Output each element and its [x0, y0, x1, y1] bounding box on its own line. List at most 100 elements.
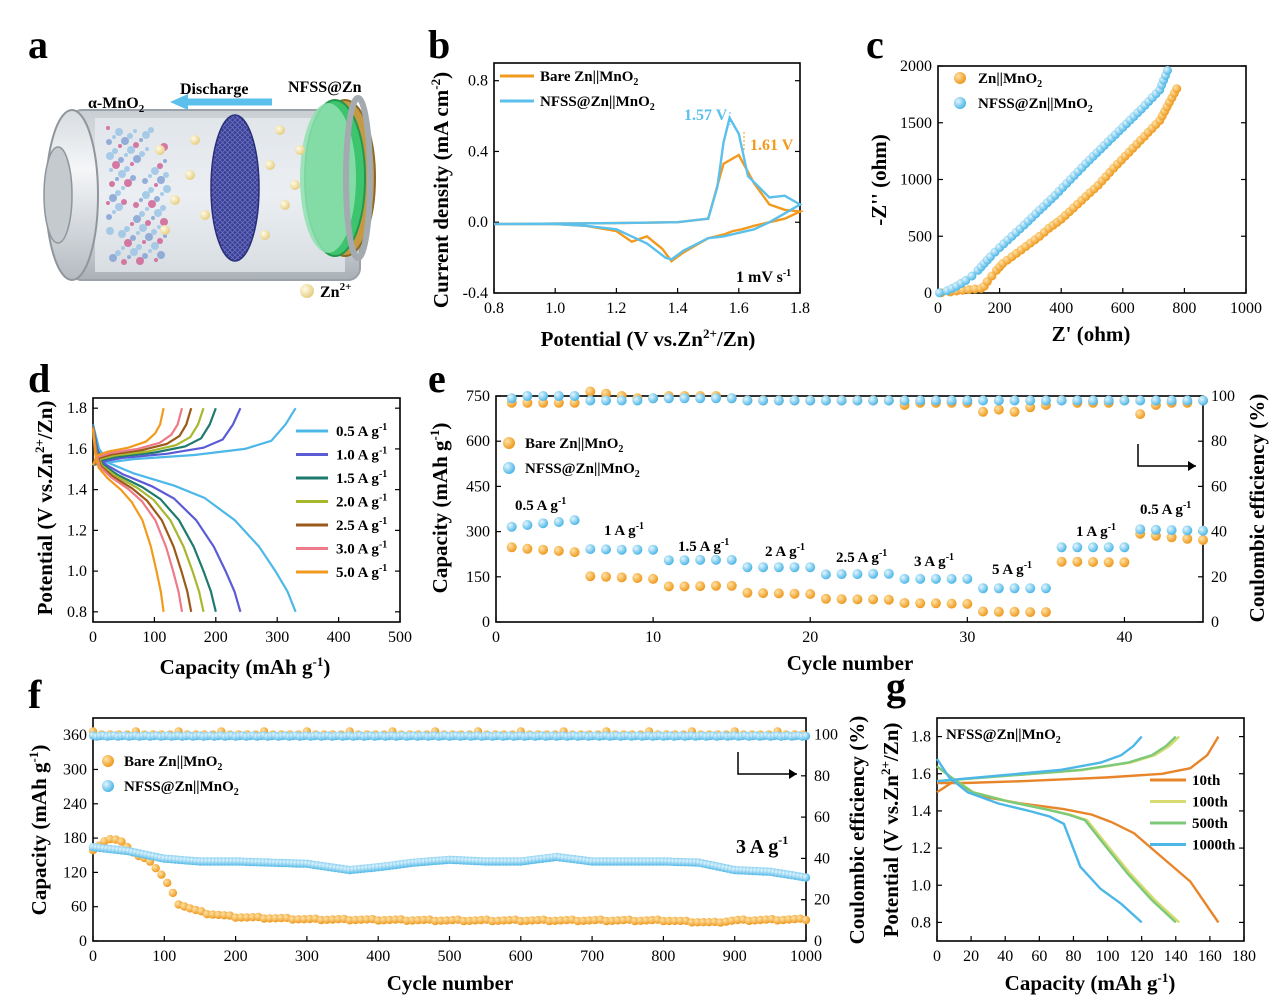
- crystal-atom: [142, 240, 146, 244]
- rate-capacity-nfss: [758, 562, 769, 573]
- panel-d-ytick-label: 1.8: [67, 400, 87, 417]
- panel-g-xtick-label: 120: [1130, 948, 1154, 965]
- rate-capacity-nfss: [553, 517, 564, 527]
- panel-e-ytick-label: 600: [466, 433, 490, 450]
- panel-f-xtick-label: 900: [723, 948, 747, 965]
- panel-a-battery-schematic: a α-MnO2 Discharge NFSS@Zn Zn2+: [28, 22, 376, 301]
- cycle-capacity-bare: [151, 864, 160, 873]
- rate-capacity-bare: [1198, 535, 1208, 545]
- crystal-atom: [163, 185, 171, 193]
- panel-b-xlabel: Potential (V vs.Zn2+/Zn): [541, 326, 756, 351]
- crystal-atom: [157, 163, 163, 169]
- crystal-atom: [145, 220, 151, 226]
- rate-ce-nfss: [1103, 395, 1114, 406]
- rate-capacity-bare: [758, 588, 769, 599]
- crystal-atom: [142, 191, 150, 199]
- nyquist-point-bare: [1172, 84, 1182, 94]
- rate-capacity-nfss: [711, 554, 721, 565]
- rate-ce-nfss: [820, 395, 831, 406]
- rate-capacity-bare: [632, 573, 643, 583]
- rate-ce-nfss: [1040, 395, 1051, 406]
- rate-capacity-nfss: [601, 544, 611, 555]
- rate-capacity-nfss: [569, 515, 580, 526]
- rate-ce-nfss: [1009, 395, 1020, 406]
- rate-ce-nfss: [711, 393, 721, 404]
- rate-capacity-bare: [946, 598, 957, 609]
- rate-capacity-nfss: [868, 568, 879, 579]
- rate-ce-nfss: [978, 395, 988, 406]
- crystal-atom: [139, 138, 143, 142]
- panel-d-frame: [92, 397, 401, 623]
- crystal-atom: [115, 203, 123, 211]
- crystal-atom: [154, 196, 160, 202]
- gcd-charge-2: [92, 407, 217, 467]
- panel-b-ytick-label: 0.4: [468, 143, 488, 160]
- rate-capacity-nfss: [632, 544, 643, 555]
- crystal-atom: [118, 144, 122, 148]
- crystal-atom: [151, 242, 159, 250]
- panel-e-frame: [495, 395, 1204, 623]
- panel-c-ytick-label: 0: [924, 285, 932, 302]
- panel-f-xtick-label: 400: [366, 948, 390, 965]
- panel-f-ytick-label: 60: [71, 899, 87, 916]
- rate-ce-nfss: [585, 395, 596, 406]
- panel-b-ytick-label: 0.0: [468, 214, 488, 231]
- cycle-capacity-bare: [117, 837, 126, 846]
- rate-capacity-bare: [852, 594, 863, 605]
- discharge-arrow-head: [170, 94, 188, 110]
- rate-capacity-bare: [648, 573, 659, 584]
- panel-e-xtick-label: 0: [492, 629, 500, 646]
- panel-f-ytick-label: 300: [63, 761, 87, 778]
- legend-marker-bare-e: [503, 437, 515, 449]
- panel-d-ytick-label: 1.0: [67, 563, 87, 580]
- rate-ce-bare: [993, 404, 1004, 415]
- panel-e-ytick-label: 150: [466, 569, 490, 586]
- rate-capacity-bare: [820, 593, 831, 604]
- crystal-atom: [133, 155, 141, 163]
- panel-e-axis-arrow: [1137, 444, 1196, 467]
- rate-capacity-bare: [1040, 607, 1051, 618]
- crystal-atom: [109, 168, 113, 172]
- crystal-atom: [109, 254, 117, 262]
- crystal-atom: [148, 187, 154, 193]
- rate-capacity-nfss: [1056, 542, 1067, 553]
- rate-capacity-bare: [695, 581, 706, 592]
- crystal-atom: [124, 153, 128, 157]
- panel-f-xtick-label: 200: [224, 948, 248, 965]
- zn-ion: [200, 210, 210, 220]
- crystal-atom: [115, 250, 121, 256]
- rate-ce-nfss: [1198, 395, 1208, 406]
- rate-capacity-nfss: [1135, 524, 1146, 535]
- crystal-atom: [136, 257, 144, 265]
- panel-g-xtick-label: 0: [933, 948, 941, 965]
- rate-ce-nfss: [852, 395, 863, 406]
- rate-ce-nfss: [616, 395, 627, 406]
- crystal-atom: [115, 128, 123, 136]
- crystal-atom: [127, 133, 133, 139]
- rate-capacity-bare: [1056, 556, 1067, 567]
- crystal-atom: [145, 147, 149, 151]
- crystal-atom: [133, 215, 141, 223]
- panel-g-ytick-label: 1.6: [911, 766, 931, 783]
- rate-capacity-nfss: [852, 569, 863, 580]
- rate-capacity-bare: [522, 543, 533, 554]
- rate-label-2: 1.5 A g-1: [678, 537, 729, 555]
- panel-e-y2tick-label: 40: [1211, 524, 1227, 541]
- rate-capacity-nfss: [1182, 525, 1193, 536]
- rate-capacity-nfss: [1025, 583, 1036, 594]
- panel-d-xtick-label: 100: [142, 629, 166, 646]
- crystal-atom: [112, 210, 116, 214]
- zn-ions: [155, 125, 305, 240]
- rate-capacity-bare: [899, 598, 910, 608]
- panel-e-label: e: [428, 356, 446, 401]
- mno2-crystal: [106, 126, 171, 265]
- zn-ion: [185, 170, 195, 180]
- rate-capacity-nfss: [883, 568, 894, 579]
- zn-ion-legend-marker: [300, 284, 314, 298]
- crystal-atom: [160, 218, 168, 226]
- panel-c-xtick-label: 600: [1111, 300, 1135, 317]
- series-layer: [88, 66, 1220, 927]
- zn-ion: [160, 225, 170, 235]
- panel-b-label: b: [428, 22, 450, 67]
- g-discharge-1000th: [935, 758, 1143, 924]
